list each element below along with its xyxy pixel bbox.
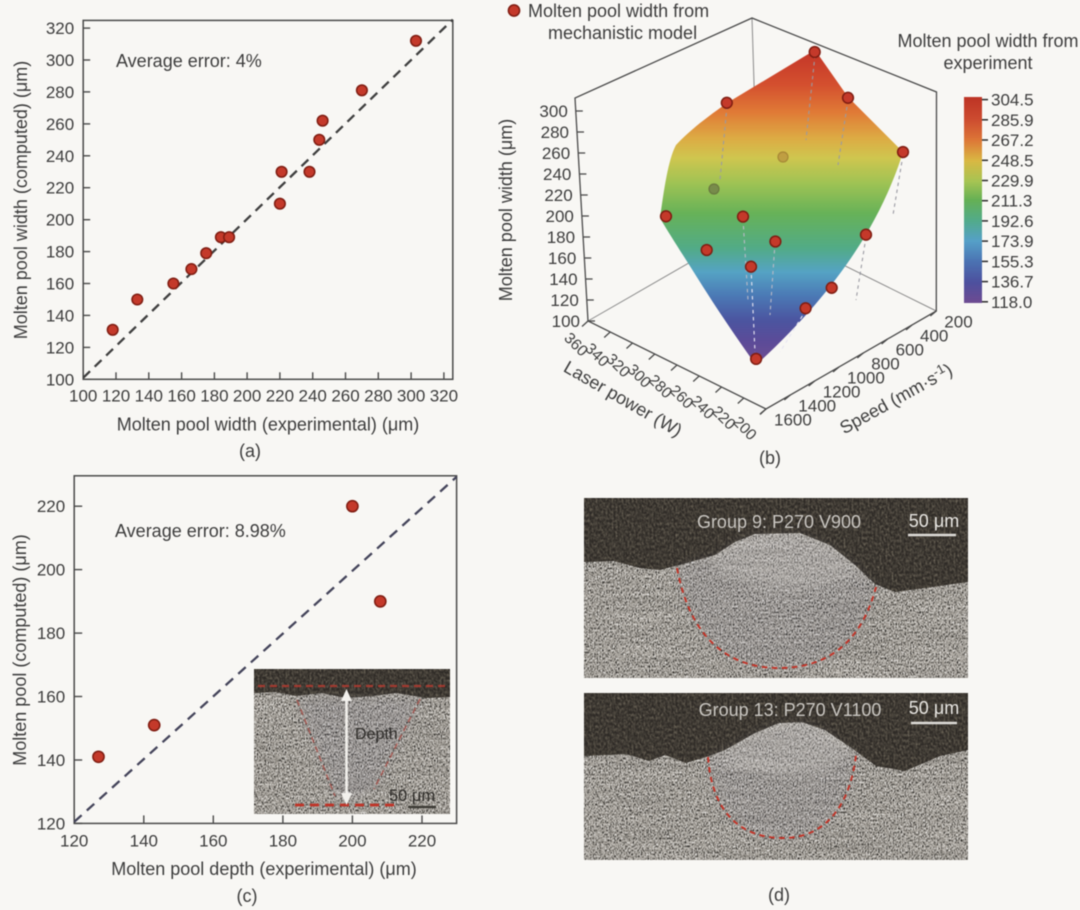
svg-text:220: 220 [544, 186, 572, 205]
svg-text:192.6: 192.6 [991, 212, 1034, 231]
svg-text:200: 200 [338, 831, 366, 850]
svg-text:260: 260 [542, 144, 570, 163]
svg-text:248.5: 248.5 [991, 151, 1034, 170]
svg-text:160: 160 [46, 275, 74, 294]
svg-text:50 μm: 50 μm [389, 787, 435, 805]
svg-text:220: 220 [266, 386, 294, 405]
svg-text:280: 280 [364, 386, 392, 405]
svg-text:140: 140 [135, 386, 163, 405]
svg-text:160: 160 [548, 249, 576, 268]
svg-text:229.9: 229.9 [991, 172, 1034, 191]
svg-text:267.2: 267.2 [991, 131, 1034, 150]
svg-text:155.3: 155.3 [991, 252, 1034, 271]
svg-text:200: 200 [233, 386, 261, 405]
svg-text:1400: 1400 [798, 397, 836, 416]
svg-text:140: 140 [549, 270, 577, 289]
svg-text:Molten pool width (μm): Molten pool width (μm) [496, 119, 516, 301]
svg-text:100: 100 [46, 370, 74, 389]
svg-text:180: 180 [200, 386, 228, 405]
svg-text:260: 260 [331, 386, 359, 405]
svg-text:140: 140 [46, 306, 74, 325]
svg-text:200: 200 [546, 207, 574, 226]
svg-text:Group 13: P270 V1100: Group 13: P270 V1100 [699, 700, 882, 720]
svg-text:211.3: 211.3 [991, 192, 1032, 211]
svg-text:160: 160 [167, 386, 195, 405]
svg-text:300: 300 [397, 386, 425, 405]
svg-text:200: 200 [944, 313, 972, 332]
svg-text:(b): (b) [759, 448, 781, 468]
svg-text:200: 200 [46, 211, 74, 230]
svg-text:mechanistic model: mechanistic model [548, 23, 697, 43]
svg-text:Average error: 4%: Average error: 4% [116, 51, 262, 71]
svg-text:400: 400 [920, 327, 948, 346]
svg-text:Molten pool (computed) (μm): Molten pool (computed) (μm) [10, 534, 30, 765]
svg-text:304.5: 304.5 [991, 91, 1034, 110]
svg-text:(c): (c) [237, 886, 258, 906]
svg-text:180: 180 [269, 831, 297, 850]
svg-text:120: 120 [550, 291, 578, 310]
svg-text:600: 600 [896, 341, 924, 360]
svg-text:Group 9: P270 V900: Group 9: P270 V900 [697, 512, 861, 532]
svg-text:Average error: 8.98%: Average error: 8.98% [115, 521, 286, 541]
svg-text:Molten pool depth (experimenta: Molten pool depth (experimental) (μm) [111, 859, 417, 879]
svg-text:140: 140 [130, 831, 158, 850]
svg-text:280: 280 [46, 83, 74, 102]
svg-text:220: 220 [408, 831, 436, 850]
svg-text:136.7: 136.7 [991, 273, 1034, 292]
svg-text:260: 260 [46, 115, 74, 134]
svg-text:Molten pool width from: Molten pool width from [897, 31, 1078, 51]
svg-text:Molten pool width from: Molten pool width from [528, 1, 709, 21]
svg-text:(a): (a) [239, 441, 261, 461]
svg-text:120: 120 [37, 814, 65, 833]
svg-text:180: 180 [46, 243, 74, 262]
svg-text:220: 220 [46, 179, 74, 198]
svg-text:240: 240 [46, 147, 74, 166]
svg-text:320: 320 [430, 386, 458, 405]
svg-text:100: 100 [552, 312, 580, 331]
svg-text:120: 120 [46, 338, 74, 357]
svg-text:240: 240 [299, 386, 327, 405]
svg-text:100: 100 [69, 386, 97, 405]
svg-text:200: 200 [37, 561, 65, 580]
svg-text:300: 300 [46, 51, 74, 70]
svg-text:120: 120 [102, 386, 130, 405]
svg-text:experiment: experiment [943, 53, 1032, 73]
svg-text:118.0: 118.0 [991, 293, 1032, 312]
svg-text:1200: 1200 [823, 383, 861, 402]
svg-text:Molten pool width (computed) (: Molten pool width (computed) (μm) [11, 61, 31, 339]
svg-text:320: 320 [46, 19, 74, 38]
svg-text:280: 280 [541, 123, 569, 142]
svg-text:285.9: 285.9 [991, 111, 1034, 130]
svg-text:173.9: 173.9 [991, 232, 1034, 251]
svg-text:50 μm: 50 μm [909, 511, 959, 531]
svg-text:Molten pool width (experimenta: Molten pool width (experimental) (μm) [117, 415, 419, 435]
svg-text:300: 300 [539, 102, 567, 121]
svg-text:140: 140 [37, 751, 65, 770]
svg-text:800: 800 [871, 355, 899, 374]
svg-text:160: 160 [37, 688, 65, 707]
svg-text:Depth: Depth [355, 726, 398, 743]
svg-text:(d): (d) [768, 885, 790, 905]
svg-text:50 μm: 50 μm [909, 698, 959, 718]
svg-text:1000: 1000 [847, 369, 885, 388]
svg-text:160: 160 [199, 831, 227, 850]
svg-text:240: 240 [543, 165, 571, 184]
svg-text:220: 220 [37, 497, 65, 516]
svg-text:120: 120 [60, 831, 88, 850]
svg-text:180: 180 [547, 228, 575, 247]
svg-text:180: 180 [37, 624, 65, 643]
svg-text:1600: 1600 [774, 411, 812, 430]
